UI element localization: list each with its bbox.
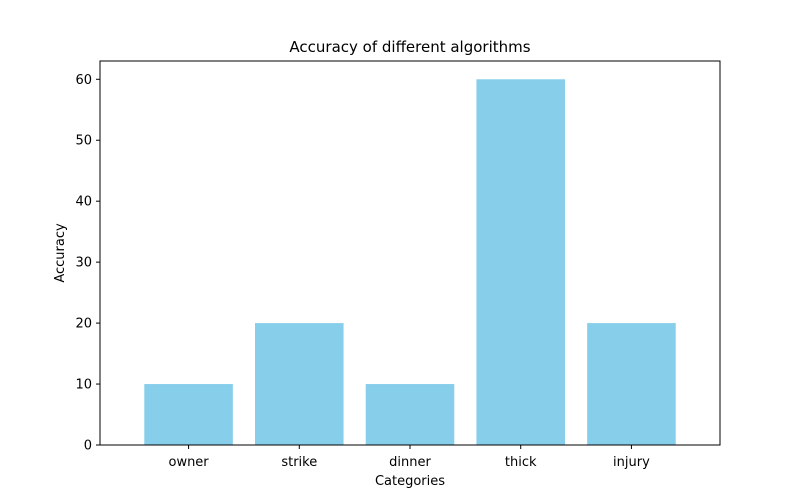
y-axis-label: Accuracy — [53, 223, 68, 283]
x-tick-label: strike — [281, 455, 317, 470]
y-tick-label: 50 — [75, 134, 92, 149]
y-tick-label: 0 — [84, 439, 92, 454]
x-tick-label: owner — [168, 455, 209, 470]
y-tick-label: 60 — [75, 73, 92, 88]
x-tick-label: dinner — [389, 455, 431, 470]
y-tick-label: 20 — [75, 317, 92, 332]
bar-injury — [587, 323, 676, 445]
bar-dinner — [365, 384, 455, 445]
x-axis-label: Categories — [375, 474, 445, 489]
x-tick-label: thick — [505, 455, 537, 470]
plot-frame — [99, 60, 721, 446]
y-tick-label: 40 — [75, 195, 92, 210]
x-tick-label: injury — [613, 455, 650, 470]
bar-strike — [255, 323, 344, 445]
bar-owner — [144, 384, 233, 445]
bars-layer — [144, 79, 676, 446]
y-tick-label: 30 — [75, 256, 92, 271]
axis-ticks: owner strike dinner thick injury 0 10 20 30 40 50 6… — [75, 73, 650, 470]
y-tick-label: 10 — [75, 378, 92, 393]
chart-title: Accuracy of different algorithms — [289, 38, 530, 56]
bar-thick — [476, 79, 565, 446]
